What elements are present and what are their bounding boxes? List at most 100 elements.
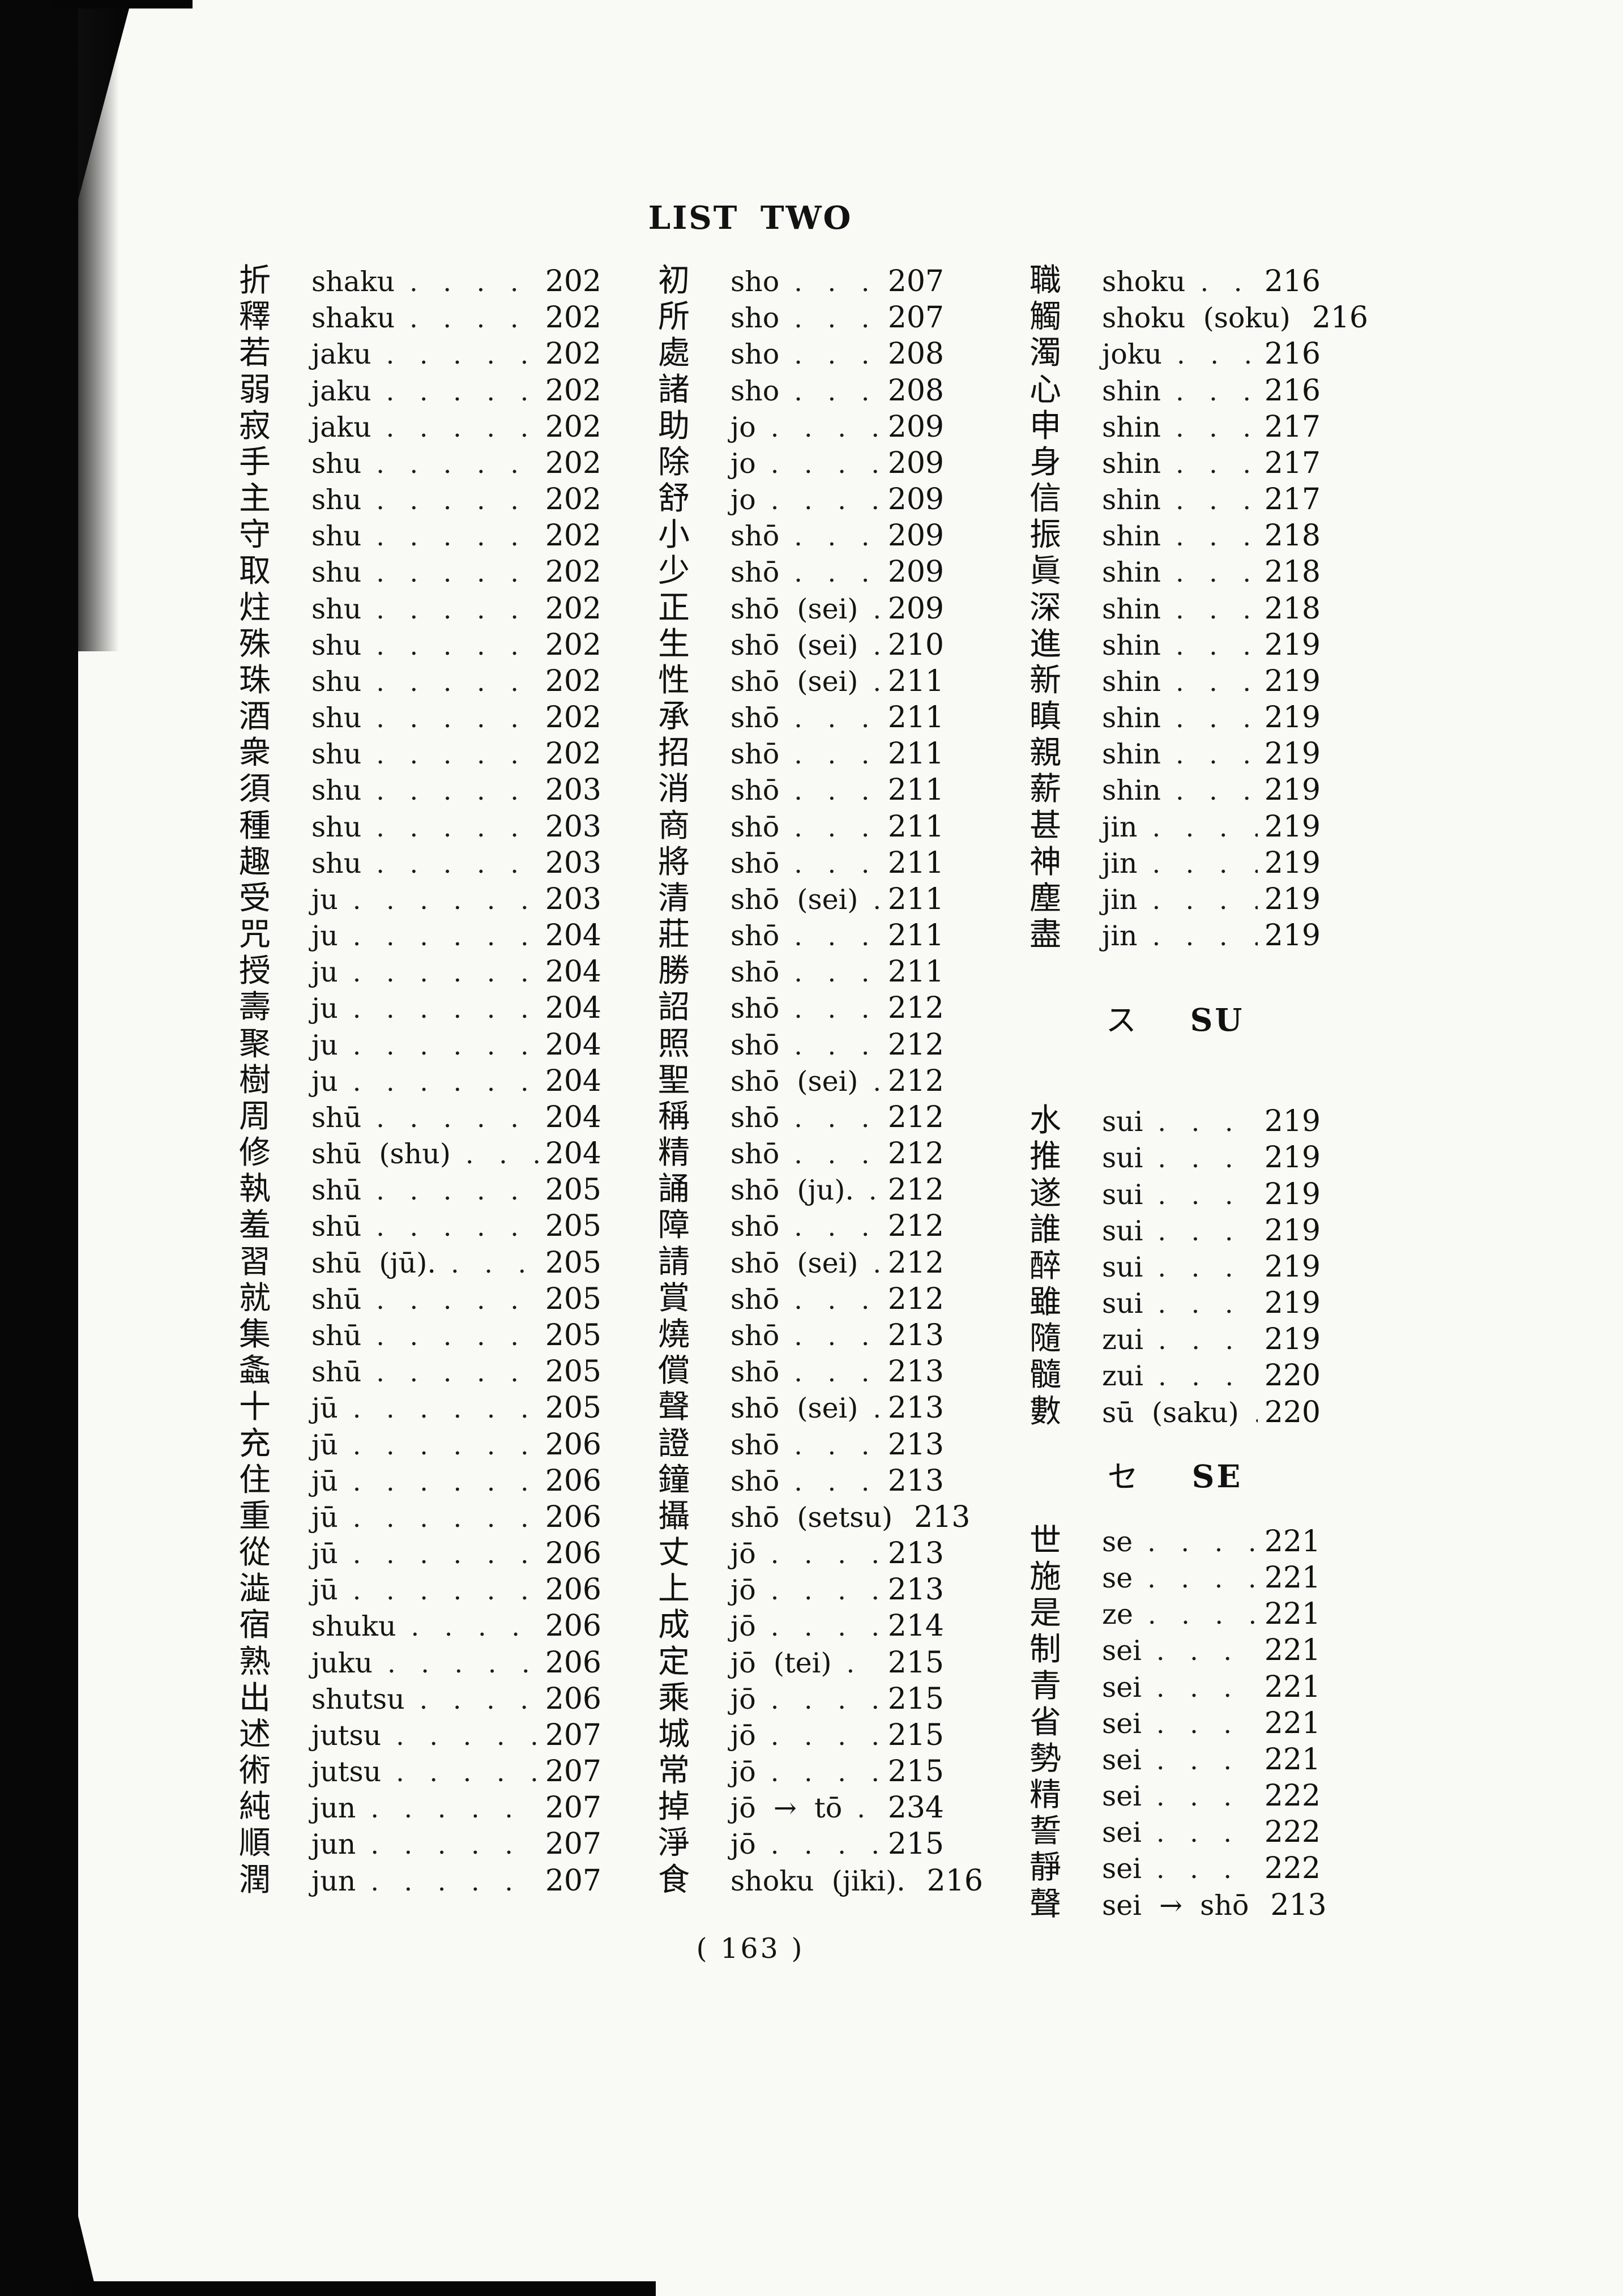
entry-page: 220 xyxy=(1264,1395,1321,1429)
entry-kanji: 諸 xyxy=(658,371,690,408)
list-item: 盡 jin . . . . . . . . . . . . . . . . . . … xyxy=(1030,918,1321,954)
list-item: 殊 shu . . . . . . . . . . . . . . . . . . … xyxy=(239,627,601,664)
entry-page: 205 xyxy=(545,1209,601,1244)
list-item: 誰 sui . . . . . . . . . . . . . . . . . . … xyxy=(1030,1213,1321,1249)
entry-reading: jō xyxy=(731,1719,756,1752)
entry-kanji: 宿 xyxy=(239,1607,271,1644)
entry-kanji: 乘 xyxy=(658,1679,690,1717)
entry-reading: shō (sei) xyxy=(731,883,859,916)
entry-reading: joku xyxy=(1102,338,1162,371)
entry-reading: sui xyxy=(1102,1106,1143,1138)
entry-reading: sei xyxy=(1102,1853,1142,1885)
dot-leader: . . . . . . . . . . . . . . . . . . . . … xyxy=(794,375,881,407)
entry-reading: ju xyxy=(311,883,338,916)
list-item: 少 shō . . . . . . . . . . . . . . . . . . … xyxy=(658,554,944,591)
entry-reading: jō → tō xyxy=(731,1792,843,1825)
list-item: 宿 shuku . . . . . . . . . . . . . . . . . … xyxy=(239,1608,601,1645)
list-item: 醉 sui . . . . . . . . . . . . . . . . . . … xyxy=(1030,1249,1321,1286)
entry-kanji: 珠 xyxy=(239,662,271,699)
dot-leader: . . . . . . . . . . . . . . . . . . . . … xyxy=(376,1211,538,1243)
list-item: 集 shū . . . . . . . . . . . . . . . . . . … xyxy=(239,1317,601,1354)
entry-page: 202 xyxy=(545,409,601,444)
entry-page: 205 xyxy=(545,1282,601,1316)
entry-page: 212 xyxy=(887,1245,944,1280)
dot-leader: . . . . . . . . . . . . . . . . . . . . … xyxy=(1147,1599,1258,1631)
entry-kanji: 周 xyxy=(239,1098,271,1135)
dot-leader: . . . . . . . . . . . . . . . . . . . . … xyxy=(1158,1325,1258,1356)
list-item: 制 sei . . . . . . . . . . . . . . . . . . … xyxy=(1030,1633,1321,1669)
list-item: 寂 jaku . . . . . . . . . . . . . . . . . .… xyxy=(239,409,601,446)
entry-reading: shu xyxy=(311,556,362,589)
entry-kanji: 制 xyxy=(1030,1631,1061,1668)
list-item: 證 shō . . . . . . . . . . . . . . . . . . … xyxy=(658,1427,944,1463)
list-item: 誓 sei . . . . . . . . . . . . . . . . . . … xyxy=(1030,1815,1321,1851)
entry-page: 210 xyxy=(887,628,944,662)
entry-reading: shō xyxy=(731,847,780,880)
entry-page: 211 xyxy=(887,664,944,698)
entry-reading: shō (sei) xyxy=(731,1065,859,1098)
entry-page: 219 xyxy=(1264,773,1321,808)
entry-kanji: 種 xyxy=(239,807,271,844)
dot-leader: . . . . . . . . . . . . . . . . . . . . … xyxy=(873,594,881,625)
entry-page: 205 xyxy=(545,1173,601,1207)
entry-page: 203 xyxy=(545,882,601,916)
entry-page: 212 xyxy=(887,1100,944,1134)
entry-page: 204 xyxy=(545,1064,601,1098)
entry-reading: sei xyxy=(1102,1743,1142,1776)
entry-reading: shin xyxy=(1102,774,1161,807)
dot-leader: . . . . . . . . . . . . . . . . . . . . … xyxy=(1175,703,1258,734)
list-item: 須 shu . . . . . . . . . . . . . . . . . . … xyxy=(239,773,601,809)
entry-kanji: 招 xyxy=(658,735,690,772)
entry-kanji: 隨 xyxy=(1030,1320,1061,1358)
entry-reading: shū xyxy=(311,1283,362,1316)
entry-kanji: 信 xyxy=(1030,480,1061,518)
entry-kanji: 詔 xyxy=(658,989,690,1026)
entry-page: 213 xyxy=(887,1391,944,1426)
list-item: 勢 sei . . . . . . . . . . . . . . . . . . … xyxy=(1030,1742,1321,1778)
entry-page: 215 xyxy=(887,1682,944,1716)
dot-leader: . . . . . . . . . . . . . . . . . . . . … xyxy=(1152,921,1257,952)
list-item: 正 shō (sei) . . . . . . . . . . . . . . . … xyxy=(658,591,944,628)
entry-kanji: 生 xyxy=(658,625,690,663)
entry-kanji: 莊 xyxy=(658,916,690,954)
list-item: 趣 shu . . . . . . . . . . . . . . . . . . … xyxy=(239,845,601,882)
entry-reading: jū xyxy=(311,1465,338,1497)
dot-leader: . . . . . . . . . . . . . . . . . . . . … xyxy=(794,703,881,734)
entry-page: 211 xyxy=(887,846,944,880)
entry-kanji: 食 xyxy=(658,1861,690,1898)
list-item: 淨 jō . . . . . . . . . . . . . . . . . . .… xyxy=(658,1826,944,1863)
entry-page: 202 xyxy=(545,264,601,298)
entry-page: 220 xyxy=(1264,1359,1321,1393)
entry-page: 204 xyxy=(545,955,601,989)
entry-kanji: 聲 xyxy=(658,1389,690,1426)
entry-reading: ju xyxy=(311,1028,338,1061)
dot-leader: . . . . . . . . . . . . . . . . . . . . … xyxy=(376,703,538,734)
list-item: 出 shutsu . . . . . . . . . . . . . . . . .… xyxy=(239,1681,601,1718)
dot-leader: . . . . . . . . . . . . . . . . . . . . … xyxy=(1158,1143,1257,1174)
dot-leader: . . . . . . . . . . . . . . . . . . . . … xyxy=(376,594,538,625)
entry-page: 205 xyxy=(545,1355,601,1389)
entry-kanji: 承 xyxy=(658,698,690,736)
list-item: 處 sho . . . . . . . . . . . . . . . . . . … xyxy=(658,336,944,373)
dot-leader: . . . . . . . . . . . . . . . . . . . . … xyxy=(376,485,538,516)
entry-page: 212 xyxy=(887,1173,944,1207)
entry-page: 206 xyxy=(545,1500,601,1534)
dot-leader: . . . . . . . . . . . . . . . . . . . . … xyxy=(794,303,881,334)
entry-page: 202 xyxy=(545,337,601,372)
entry-kanji: 振 xyxy=(1030,517,1061,554)
entry-reading: shu xyxy=(311,847,362,880)
entry-reading: jō (tei) xyxy=(731,1646,832,1679)
entry-page: 207 xyxy=(887,301,944,335)
dot-leader: . . . . . . . . . . . . . . . . . . . . … xyxy=(1152,812,1257,843)
entry-kanji: 咒 xyxy=(239,916,271,954)
dot-leader: . . . . . . . . . . . . . . . . . . . . … xyxy=(450,1248,539,1279)
entry-kanji: 潤 xyxy=(239,1861,271,1898)
entry-page: 202 xyxy=(545,664,601,698)
list-item: 掉 jō → tō . . . . . . . . . . . . . . . . … xyxy=(658,1790,944,1826)
entry-page: 219 xyxy=(1264,737,1321,771)
dot-leader: . . . . . . . . . . . . . . . . . . . . … xyxy=(1158,1252,1257,1283)
entry-reading: shō xyxy=(731,738,780,771)
entry-page: 213 xyxy=(887,1463,944,1498)
entry-reading: ju xyxy=(311,1065,338,1098)
